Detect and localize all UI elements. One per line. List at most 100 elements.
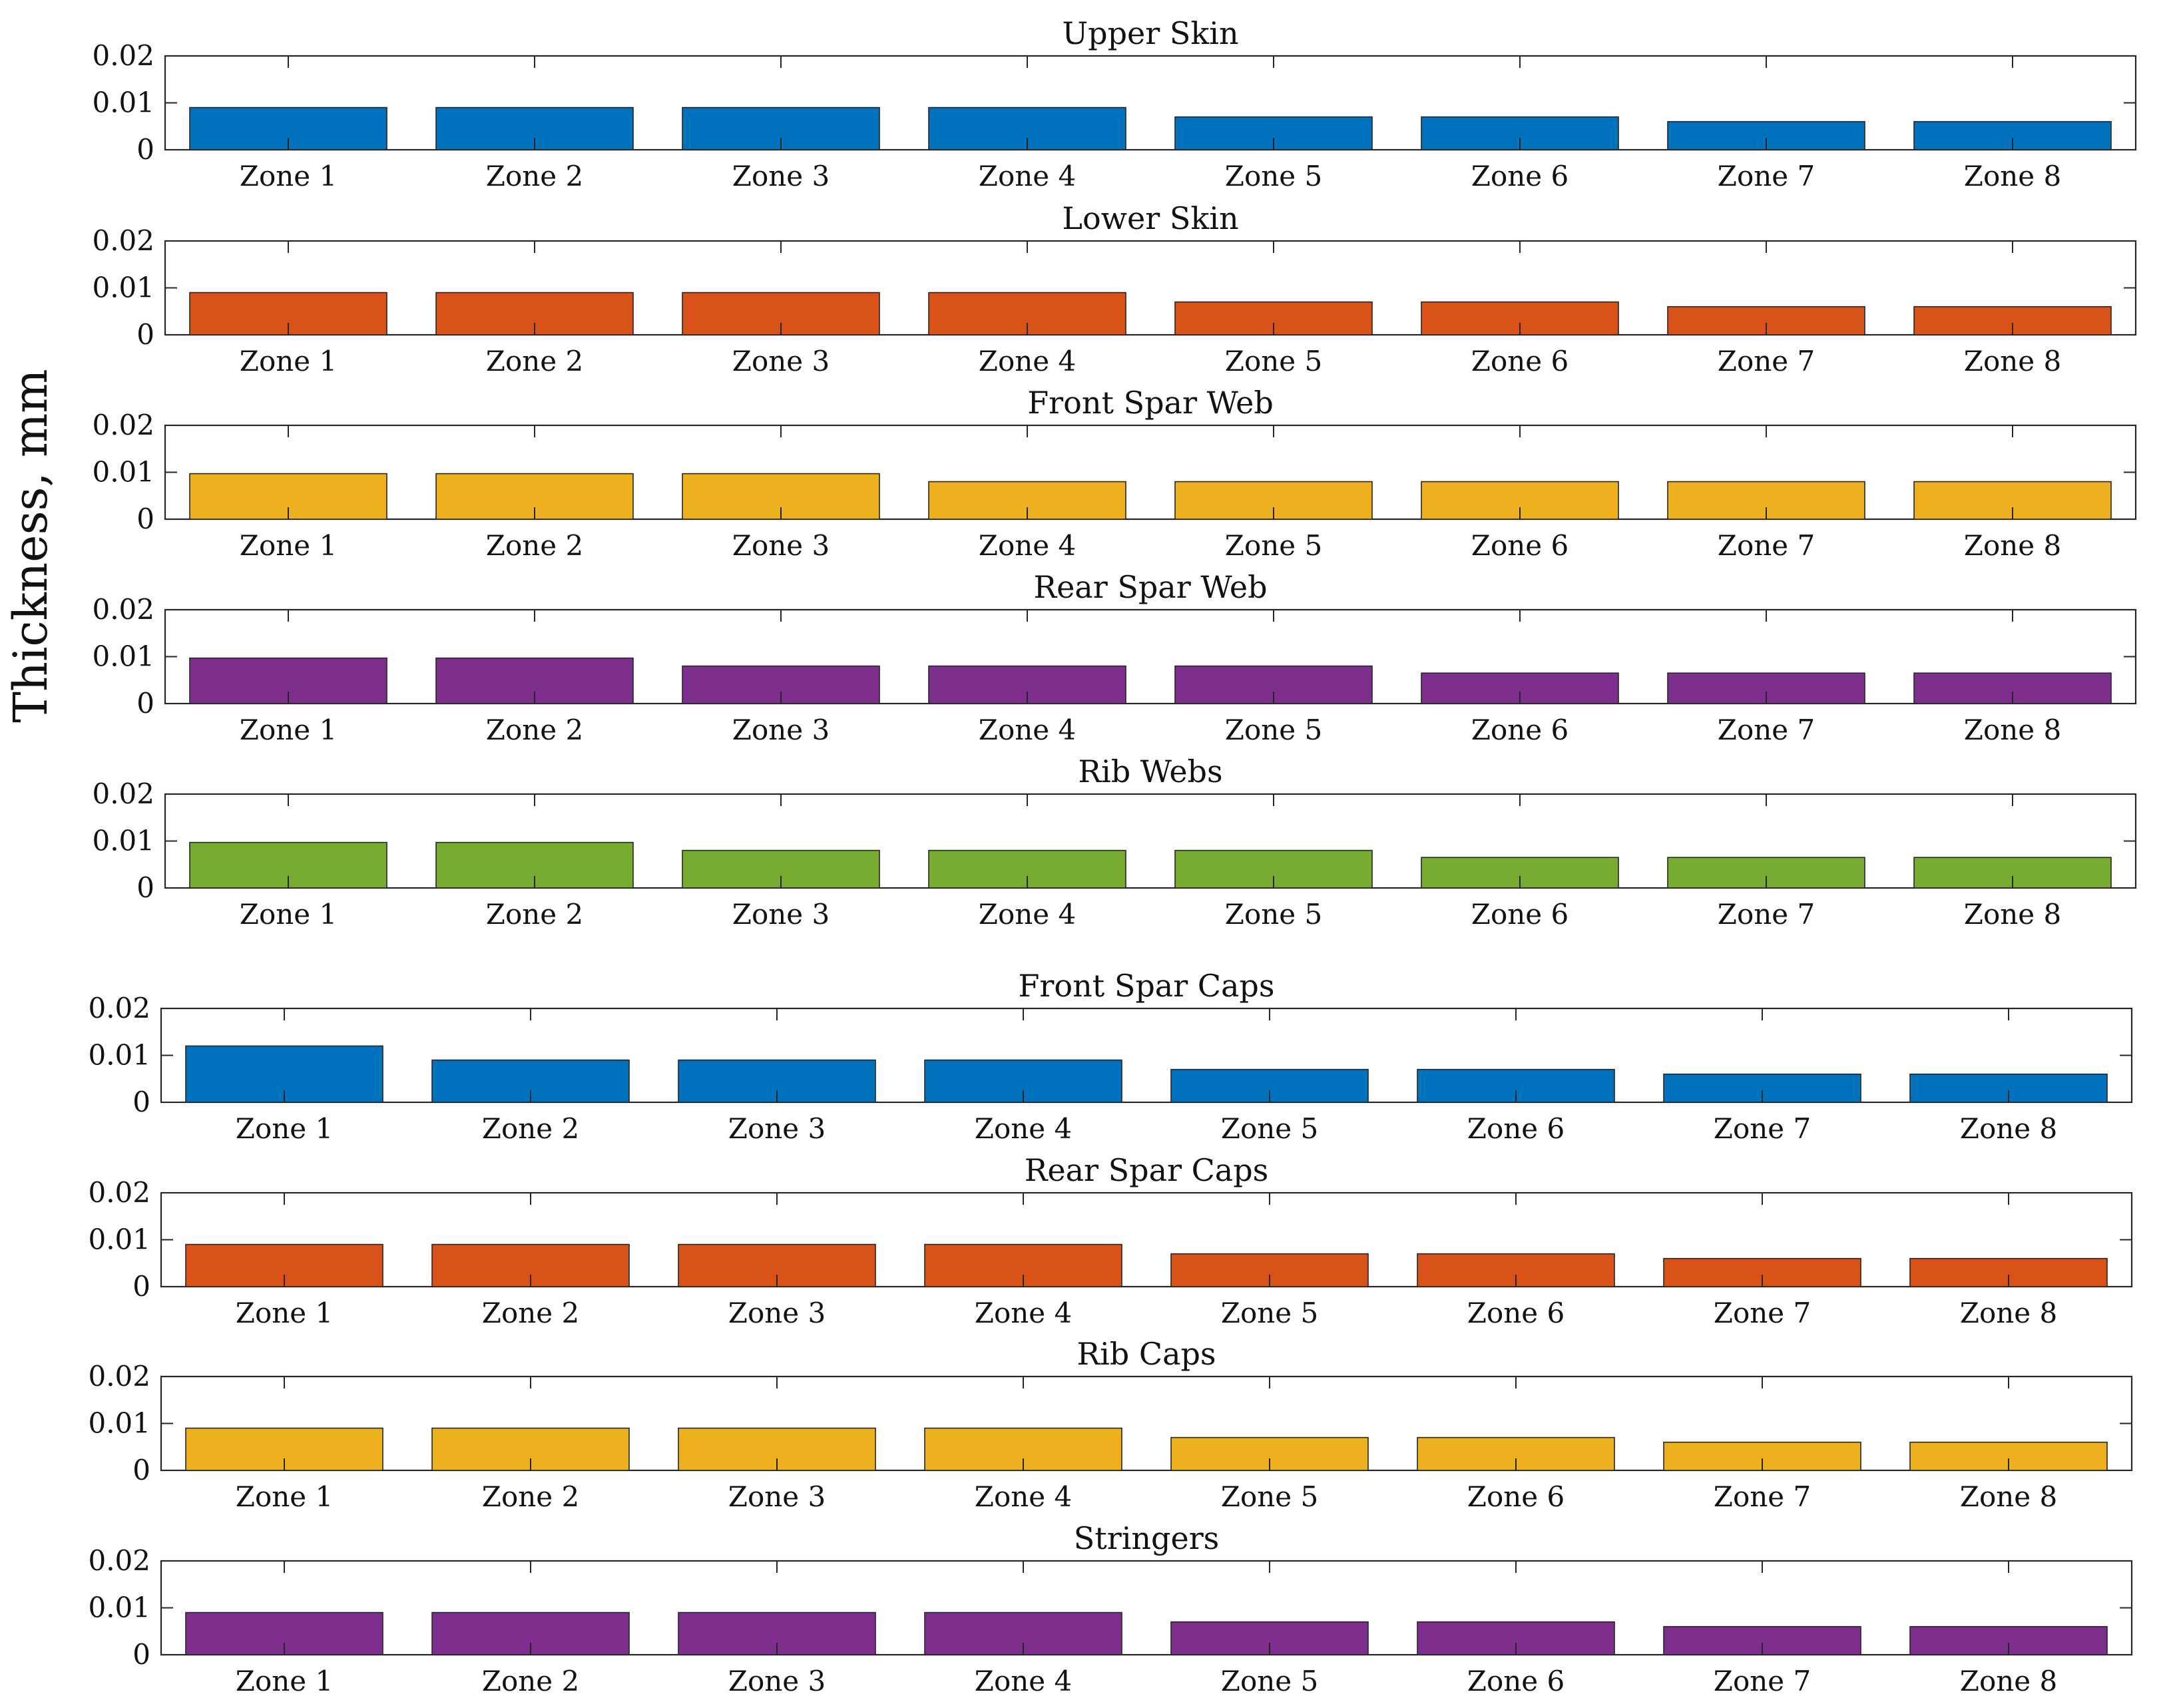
x-tick-label: Zone 5 — [1225, 898, 1322, 931]
subplot-5: Rib Webs 0 0.01 0.02 Zone 1 Zone 2 Zone 3 Zone … — [92, 753, 2137, 931]
x-tick-label: Zone 1 — [240, 714, 337, 746]
y-tick-label: 0.01 — [92, 87, 154, 119]
x-tick-label: Zone 5 — [1225, 529, 1322, 562]
subplot-2: Lower Skin 0 0.01 0.02 Zone 1 Zone 2 Zone 3 Zon… — [92, 200, 2137, 377]
x-tick-label: Zone 7 — [1714, 1665, 1811, 1697]
y-tick-label: 0.02 — [92, 224, 154, 257]
x-tick-label: Zone 2 — [482, 1665, 579, 1697]
x-tick-label: Zone 2 — [486, 529, 583, 562]
x-tick-label: Zone 6 — [1471, 529, 1569, 562]
x-tick-label: Zone 8 — [1964, 345, 2061, 377]
subplot-title: Front Spar Caps — [1018, 968, 1274, 1004]
y-tick-label: 0 — [136, 133, 154, 166]
y-tick-label: 0 — [132, 1638, 150, 1671]
y-tick-label: 0.02 — [92, 593, 154, 626]
y-tick-label: 0.01 — [88, 1407, 150, 1440]
x-tick-label: Zone 1 — [236, 1112, 333, 1145]
y-tick-label: 0.02 — [88, 1176, 150, 1209]
x-tick-label: Zone 8 — [1964, 160, 2061, 192]
x-tick-label: Zone 3 — [732, 529, 830, 562]
x-tick-label: Zone 1 — [236, 1480, 333, 1513]
x-tick-label: Zone 7 — [1714, 1297, 1811, 1329]
x-tick-label: Zone 7 — [1718, 345, 1815, 377]
subplot-3: Front Spar Web 0 0.01 0.02 Zone 1 Zone 2 Zone … — [92, 385, 2137, 562]
y-tick-label: 0.02 — [88, 1360, 150, 1392]
x-tick-label: Zone 8 — [1964, 529, 2061, 562]
x-tick-label: Zone 3 — [728, 1112, 826, 1145]
x-tick-label: Zone 5 — [1221, 1297, 1318, 1329]
x-tick-label: Zone 3 — [728, 1297, 826, 1329]
x-tick-label: Zone 7 — [1718, 160, 1815, 192]
subplot-title: Upper Skin — [1062, 15, 1238, 51]
x-tick-label: Zone 7 — [1718, 714, 1815, 746]
y-tick-label: 0 — [132, 1086, 150, 1118]
x-tick-label: Zone 5 — [1221, 1480, 1318, 1513]
y-tick-label: 0 — [132, 1454, 150, 1486]
x-tick-label: Zone 1 — [240, 345, 337, 377]
subplot-title: Rib Webs — [1078, 753, 1222, 789]
x-tick-label: Zone 1 — [236, 1665, 333, 1697]
x-tick-label: Zone 5 — [1221, 1665, 1318, 1697]
x-tick-label: Zone 3 — [728, 1665, 826, 1697]
y-tick-label: 0.02 — [92, 409, 154, 441]
subplot-7: Rear Spar Caps 0 0.01 0.02 Zone 1 Zone 2 Zone … — [88, 1152, 2133, 1329]
x-tick-label: Zone 5 — [1225, 345, 1322, 377]
x-tick-label: Zone 7 — [1714, 1480, 1811, 1513]
x-tick-label: Zone 4 — [979, 345, 1076, 377]
x-tick-label: Zone 4 — [979, 160, 1076, 192]
y-axis-label: Thickness, mm — [3, 369, 58, 722]
subplot-4: Rear Spar Web 0 0.01 0.02 Zone 1 Zone 2 Zone 3… — [92, 569, 2137, 746]
y-tick-label: 0.01 — [88, 1223, 150, 1256]
x-tick-label: Zone 3 — [732, 714, 830, 746]
x-tick-label: Zone 2 — [482, 1112, 579, 1145]
y-tick-label: 0.01 — [92, 825, 154, 857]
subplot-panels: Upper Skin 0 0.01 0.02 Zone 1 Zone 2 Zone 3 Zon… — [88, 15, 2137, 1697]
x-tick-label: Zone 4 — [975, 1297, 1072, 1329]
x-tick-label: Zone 2 — [482, 1297, 579, 1329]
x-tick-label: Zone 8 — [1960, 1112, 2057, 1145]
x-tick-label: Zone 3 — [728, 1480, 826, 1513]
x-tick-label: Zone 2 — [486, 714, 583, 746]
subplot-title: Rib Caps — [1077, 1336, 1216, 1372]
x-tick-label: Zone 7 — [1718, 529, 1815, 562]
bar-rear-spar-caps-zone-7 — [1663, 1257, 1861, 1287]
y-tick-label: 0 — [136, 318, 154, 351]
x-tick-label: Zone 6 — [1471, 714, 1569, 746]
y-tick-label: 0.01 — [88, 1592, 150, 1624]
y-tick-label: 0 — [136, 503, 154, 535]
x-tick-label: Zone 6 — [1467, 1480, 1565, 1513]
subplot-6: Front Spar Caps 0 0.01 0.02 Zone 1 Zone 2 Zone… — [88, 968, 2133, 1145]
x-tick-label: Zone 4 — [975, 1112, 1072, 1145]
x-tick-label: Zone 6 — [1467, 1297, 1565, 1329]
x-tick-label: Zone 8 — [1964, 714, 2061, 746]
x-tick-label: Zone 5 — [1221, 1112, 1318, 1145]
y-tick-label: 0.02 — [88, 992, 150, 1024]
x-tick-label: Zone 6 — [1471, 160, 1569, 192]
x-tick-label: Zone 6 — [1467, 1112, 1565, 1145]
y-tick-label: 0.01 — [92, 456, 154, 489]
x-tick-label: Zone 2 — [482, 1480, 579, 1513]
x-tick-label: Zone 7 — [1718, 898, 1815, 931]
x-tick-label: Zone 3 — [732, 898, 830, 931]
x-tick-label: Zone 1 — [240, 529, 337, 562]
x-tick-label: Zone 4 — [979, 714, 1076, 746]
x-tick-label: Zone 8 — [1960, 1480, 2057, 1513]
x-tick-label: Zone 3 — [732, 345, 830, 377]
y-tick-label: 0 — [132, 1270, 150, 1303]
y-tick-label: 0.02 — [92, 39, 154, 72]
x-tick-label: Zone 6 — [1471, 898, 1569, 931]
x-tick-label: Zone 4 — [975, 1665, 1072, 1697]
x-tick-label: Zone 4 — [979, 529, 1076, 562]
x-tick-label: Zone 6 — [1471, 345, 1569, 377]
y-tick-label: 0.02 — [88, 1544, 150, 1577]
y-tick-label: 0.01 — [92, 640, 154, 673]
x-tick-label: Zone 3 — [732, 160, 830, 192]
x-tick-label: Zone 4 — [975, 1480, 1072, 1513]
x-tick-label: Zone 6 — [1467, 1665, 1565, 1697]
x-tick-label: Zone 7 — [1714, 1112, 1811, 1145]
x-tick-label: Zone 1 — [236, 1297, 333, 1329]
x-tick-label: Zone 5 — [1225, 160, 1322, 192]
x-tick-label: Zone 5 — [1225, 714, 1322, 746]
